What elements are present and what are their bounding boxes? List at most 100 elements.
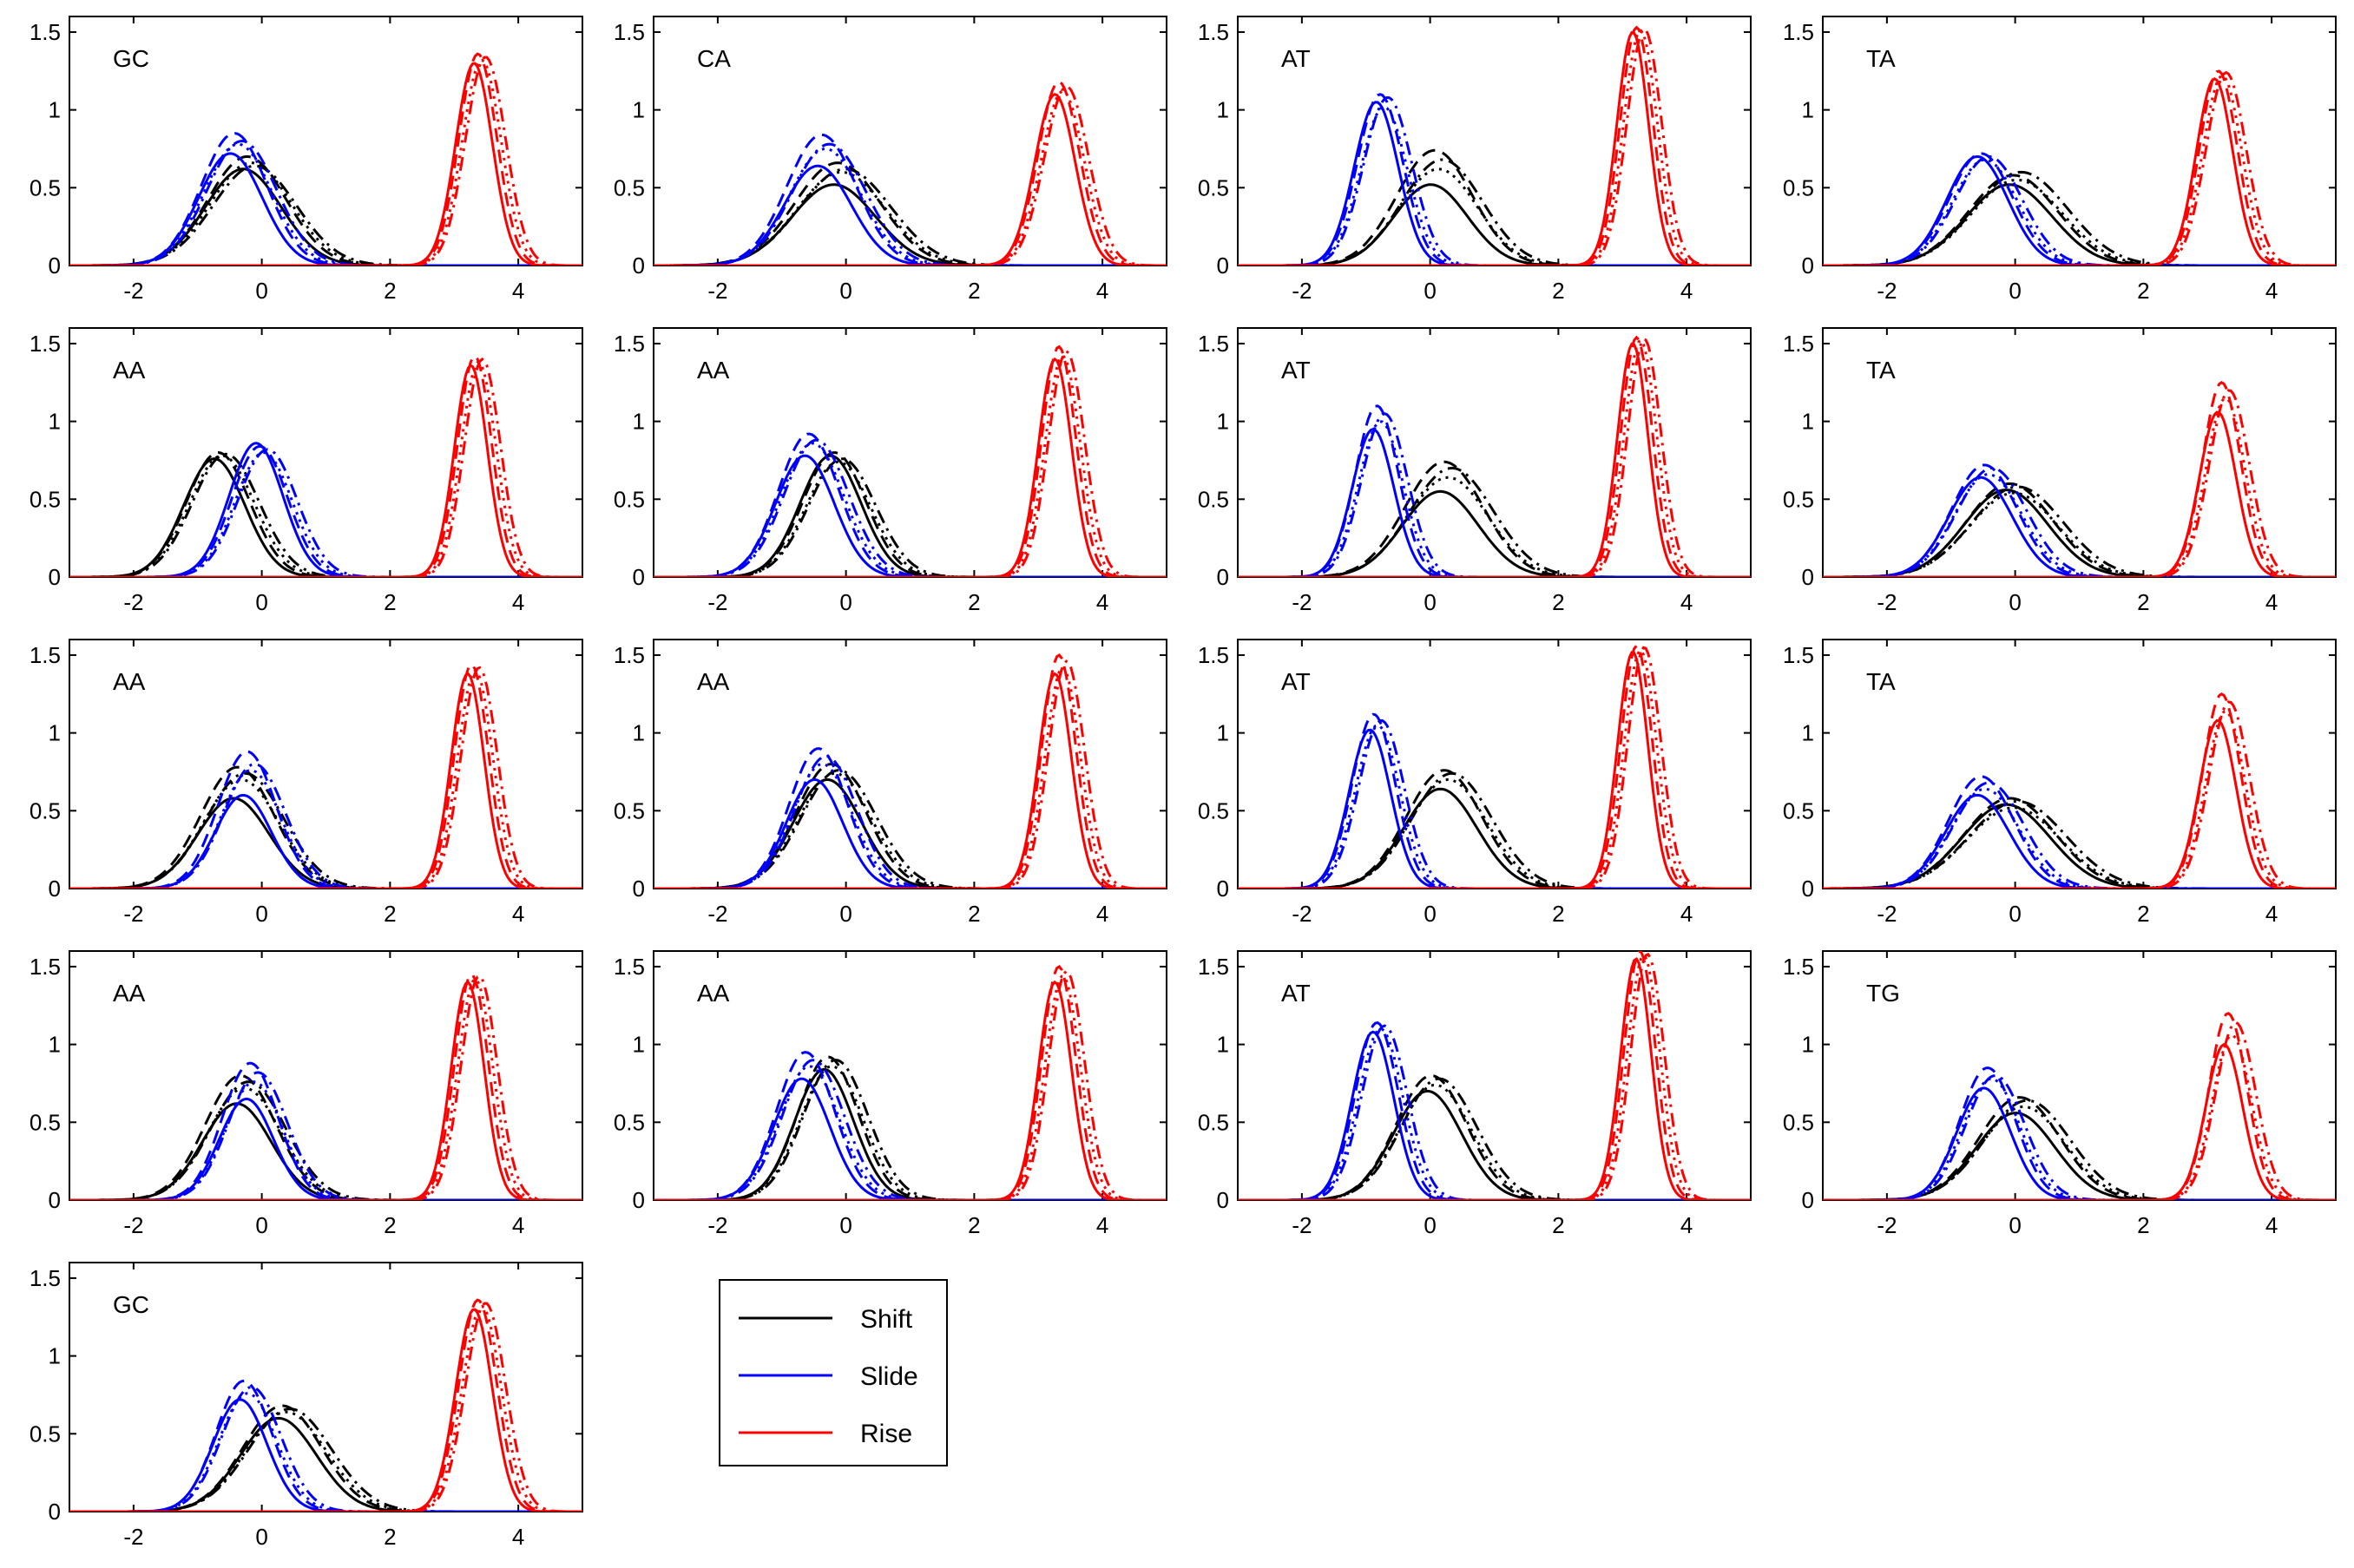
slide-curve-dash-dot [1238, 718, 1751, 889]
shift-curve-solid [1823, 183, 2336, 266]
rise-curve-solid [654, 93, 1167, 266]
x-tick-label: -2 [1292, 589, 1312, 615]
x-tick-label: -2 [123, 1212, 143, 1238]
x-tick-label: 2 [384, 901, 396, 927]
panel-label: AA [113, 357, 146, 384]
slide-curve-dashed [1238, 93, 1751, 266]
rise-curve-solid [1823, 718, 2336, 889]
x-tick-label: 2 [968, 1212, 980, 1238]
x-tick-label: -2 [1292, 278, 1312, 304]
x-tick-label: 0 [1424, 901, 1436, 927]
rise-curve-dashed [1823, 69, 2336, 266]
x-tick-label: -2 [1292, 1212, 1312, 1238]
x-tick-label: 0 [255, 278, 267, 304]
panel-11: -2 0 2 4 0 0.5 1 1.5 AT [1198, 639, 1752, 927]
rise-curve-dash-dot [1238, 646, 1751, 889]
x-tick-label: 2 [1552, 278, 1564, 304]
x-tick-label: 4 [512, 278, 524, 304]
shift-curve-dash-dot [1238, 466, 1751, 577]
panel-1: -2 0 2 4 0 0.5 1 1.5 GC [30, 16, 583, 304]
shift-curve-dashed [1238, 769, 1751, 889]
x-tick-label: 2 [2137, 589, 2149, 615]
panel-frame [1237, 327, 1752, 578]
x-tick-label: -2 [707, 1212, 727, 1238]
x-tick-label: -2 [1877, 278, 1897, 304]
panel-label: GC [113, 1291, 149, 1318]
legend-box [719, 1279, 948, 1466]
y-tick-label: 1.5 [30, 331, 61, 357]
rise-curve-solid [69, 62, 582, 266]
rise-curve-dash-dot [69, 1302, 582, 1512]
y-tick-label: 1 [633, 97, 645, 123]
panel-frame [69, 950, 583, 1201]
y-tick-label: 0 [49, 253, 61, 279]
panel-6: -2 0 2 4 0 0.5 1 1.5 AA [614, 327, 1167, 615]
y-tick-label: 1 [1802, 720, 1814, 746]
y-tick-label: 0.5 [1783, 1109, 1814, 1135]
rise-curve-dashed [1823, 381, 2336, 577]
x-tick-label: -2 [707, 278, 727, 304]
y-tick-label: 1 [49, 1032, 61, 1058]
y-tick-label: 0 [1217, 253, 1229, 279]
panel-frame [653, 327, 1167, 578]
x-tick-label: 4 [2265, 901, 2278, 927]
panel-13: -2 0 2 4 0 0.5 1 1.5 AA [30, 950, 583, 1238]
y-tick-label: 0 [1802, 564, 1814, 590]
rise-curve-solid [1238, 30, 1751, 266]
panel-17: -2 0 2 4 0 0.5 1 1.5 GC [30, 1262, 583, 1550]
slide-curve-dashed [1238, 1021, 1751, 1200]
y-tick-label: 1.5 [1198, 954, 1229, 980]
x-tick-label: 4 [512, 1524, 524, 1550]
y-tick-label: 1 [1217, 1032, 1229, 1058]
rise-curve-dash-dot [1238, 952, 1751, 1200]
y-tick-label: 0.5 [30, 174, 61, 200]
panel-5: -2 0 2 4 0 0.5 1 1.5 AA [30, 327, 583, 615]
y-tick-label: 0 [49, 876, 61, 902]
x-tick-label: 2 [384, 589, 396, 615]
x-tick-label: 0 [839, 589, 852, 615]
x-tick-label: 4 [512, 901, 524, 927]
panel-label: TA [1866, 357, 1896, 384]
rise-curve-dash-dot [654, 659, 1167, 889]
x-tick-label: 2 [2137, 278, 2149, 304]
y-tick-label: 1 [1217, 720, 1229, 746]
x-tick-label: -2 [1292, 901, 1312, 927]
x-tick-label: 4 [1680, 589, 1693, 615]
slide-curve-dash-dot [654, 754, 1167, 889]
x-tick-label: -2 [707, 901, 727, 927]
rise-curve-solid [69, 981, 582, 1200]
y-tick-label: 0 [49, 1499, 61, 1525]
rise-curve-dashed [1823, 692, 2336, 889]
slide-curve-dotted [1238, 724, 1751, 889]
rise-curve-solid [1238, 342, 1751, 577]
x-tick-label: -2 [1877, 901, 1897, 927]
slide-curve-dashed [69, 132, 582, 266]
x-tick-label: -2 [1877, 1212, 1897, 1238]
y-tick-label: 0 [633, 564, 645, 590]
rise-curve-dash-dot [654, 969, 1167, 1200]
legend: Shift Slide Rise [719, 1279, 948, 1466]
y-tick-label: 0.5 [1783, 797, 1814, 823]
rise-curve-solid [654, 672, 1167, 889]
x-tick-label: 4 [512, 589, 524, 615]
x-tick-label: -2 [123, 278, 143, 304]
y-tick-label: 0.5 [30, 1420, 61, 1447]
y-tick-label: 1 [633, 409, 645, 435]
y-tick-label: 0 [1217, 876, 1229, 902]
y-tick-label: 0 [1217, 1187, 1229, 1213]
panel-3: -2 0 2 4 0 0.5 1 1.5 AT [1198, 16, 1752, 304]
panel-10: -2 0 2 4 0 0.5 1 1.5 AA [614, 639, 1167, 927]
x-tick-label: 0 [1424, 1212, 1436, 1238]
shift-curve-dash-dot [69, 771, 582, 889]
rise-curve-solid [654, 357, 1167, 577]
y-tick-label: 1.5 [1783, 954, 1814, 980]
y-tick-label: 1 [633, 1032, 645, 1058]
y-tick-label: 0 [1802, 876, 1814, 902]
y-tick-label: 1 [49, 97, 61, 123]
x-tick-label: -2 [123, 589, 143, 615]
panel-4: -2 0 2 4 0 0.5 1 1.5 TA [1783, 16, 2337, 304]
y-tick-label: 1 [633, 720, 645, 746]
rise-curve-dotted [654, 355, 1167, 577]
x-tick-label: 2 [1552, 589, 1564, 615]
